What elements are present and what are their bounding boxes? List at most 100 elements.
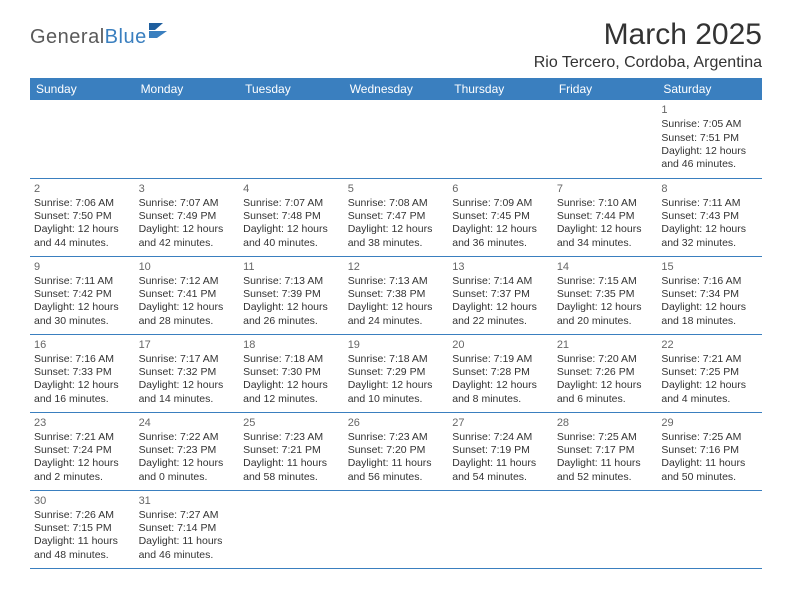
day-number: 24	[139, 416, 236, 430]
day-number: 28	[557, 416, 654, 430]
calendar-header-row: Sunday Monday Tuesday Wednesday Thursday…	[30, 78, 762, 100]
daylight-line: Daylight: 12 hours and 0 minutes.	[139, 457, 236, 484]
day-number: 25	[243, 416, 340, 430]
daylight-line: Daylight: 12 hours and 8 minutes.	[452, 379, 549, 406]
daylight-line: Daylight: 11 hours and 54 minutes.	[452, 457, 549, 484]
calendar-day-cell: 30Sunrise: 7:26 AMSunset: 7:15 PMDayligh…	[30, 490, 135, 568]
logo-text-dark: General	[30, 26, 105, 49]
sunrise-line: Sunrise: 7:09 AM	[452, 197, 549, 210]
calendar-table: Sunday Monday Tuesday Wednesday Thursday…	[30, 78, 762, 569]
sunset-line: Sunset: 7:19 PM	[452, 444, 549, 457]
location: Rio Tercero, Cordoba, Argentina	[534, 54, 762, 72]
daylight-line: Daylight: 12 hours and 10 minutes.	[348, 379, 445, 406]
sunset-line: Sunset: 7:48 PM	[243, 210, 340, 223]
daylight-line: Daylight: 12 hours and 6 minutes.	[557, 379, 654, 406]
calendar-day-cell	[553, 490, 658, 568]
sunrise-line: Sunrise: 7:05 AM	[661, 118, 758, 131]
sunset-line: Sunset: 7:28 PM	[452, 366, 549, 379]
sunset-line: Sunset: 7:44 PM	[557, 210, 654, 223]
calendar-day-cell: 12Sunrise: 7:13 AMSunset: 7:38 PMDayligh…	[344, 256, 449, 334]
calendar-week-row: 23Sunrise: 7:21 AMSunset: 7:24 PMDayligh…	[30, 412, 762, 490]
daylight-line: Daylight: 12 hours and 4 minutes.	[661, 379, 758, 406]
calendar-day-cell: 21Sunrise: 7:20 AMSunset: 7:26 PMDayligh…	[553, 334, 658, 412]
calendar-day-cell: 31Sunrise: 7:27 AMSunset: 7:14 PMDayligh…	[135, 490, 240, 568]
sunrise-line: Sunrise: 7:13 AM	[348, 275, 445, 288]
calendar-week-row: 16Sunrise: 7:16 AMSunset: 7:33 PMDayligh…	[30, 334, 762, 412]
sunrise-line: Sunrise: 7:18 AM	[243, 353, 340, 366]
calendar-day-cell: 22Sunrise: 7:21 AMSunset: 7:25 PMDayligh…	[657, 334, 762, 412]
calendar-week-row: 30Sunrise: 7:26 AMSunset: 7:15 PMDayligh…	[30, 490, 762, 568]
day-number: 7	[557, 182, 654, 196]
calendar-day-cell	[448, 490, 553, 568]
calendar-day-cell: 23Sunrise: 7:21 AMSunset: 7:24 PMDayligh…	[30, 412, 135, 490]
daylight-line: Daylight: 12 hours and 26 minutes.	[243, 301, 340, 328]
calendar-day-cell: 2Sunrise: 7:06 AMSunset: 7:50 PMDaylight…	[30, 178, 135, 256]
daylight-line: Daylight: 12 hours and 34 minutes.	[557, 223, 654, 250]
day-number: 10	[139, 260, 236, 274]
sunrise-line: Sunrise: 7:24 AM	[452, 431, 549, 444]
calendar-day-cell: 25Sunrise: 7:23 AMSunset: 7:21 PMDayligh…	[239, 412, 344, 490]
daylight-line: Daylight: 12 hours and 28 minutes.	[139, 301, 236, 328]
calendar-day-cell	[657, 490, 762, 568]
sunrise-line: Sunrise: 7:19 AM	[452, 353, 549, 366]
calendar-day-cell: 17Sunrise: 7:17 AMSunset: 7:32 PMDayligh…	[135, 334, 240, 412]
calendar-day-cell: 10Sunrise: 7:12 AMSunset: 7:41 PMDayligh…	[135, 256, 240, 334]
calendar-body: 1Sunrise: 7:05 AMSunset: 7:51 PMDaylight…	[30, 100, 762, 568]
sunset-line: Sunset: 7:41 PM	[139, 288, 236, 301]
day-number: 29	[661, 416, 758, 430]
sunset-line: Sunset: 7:34 PM	[661, 288, 758, 301]
calendar-day-cell	[553, 100, 658, 178]
calendar-day-cell: 8Sunrise: 7:11 AMSunset: 7:43 PMDaylight…	[657, 178, 762, 256]
calendar-day-cell: 26Sunrise: 7:23 AMSunset: 7:20 PMDayligh…	[344, 412, 449, 490]
sunset-line: Sunset: 7:29 PM	[348, 366, 445, 379]
flag-icon	[149, 23, 171, 46]
day-number: 5	[348, 182, 445, 196]
sunset-line: Sunset: 7:23 PM	[139, 444, 236, 457]
sunrise-line: Sunrise: 7:12 AM	[139, 275, 236, 288]
calendar-day-cell: 13Sunrise: 7:14 AMSunset: 7:37 PMDayligh…	[448, 256, 553, 334]
sunrise-line: Sunrise: 7:21 AM	[661, 353, 758, 366]
day-number: 16	[34, 338, 131, 352]
daylight-line: Daylight: 12 hours and 12 minutes.	[243, 379, 340, 406]
calendar-day-cell: 18Sunrise: 7:18 AMSunset: 7:30 PMDayligh…	[239, 334, 344, 412]
sunset-line: Sunset: 7:49 PM	[139, 210, 236, 223]
day-number: 21	[557, 338, 654, 352]
day-number: 30	[34, 494, 131, 508]
sunset-line: Sunset: 7:30 PM	[243, 366, 340, 379]
daylight-line: Daylight: 12 hours and 38 minutes.	[348, 223, 445, 250]
day-number: 9	[34, 260, 131, 274]
daylight-line: Daylight: 12 hours and 32 minutes.	[661, 223, 758, 250]
day-number: 4	[243, 182, 340, 196]
day-number: 22	[661, 338, 758, 352]
sunset-line: Sunset: 7:51 PM	[661, 132, 758, 145]
calendar-day-cell	[135, 100, 240, 178]
calendar-day-cell: 11Sunrise: 7:13 AMSunset: 7:39 PMDayligh…	[239, 256, 344, 334]
day-number: 19	[348, 338, 445, 352]
calendar-day-cell: 29Sunrise: 7:25 AMSunset: 7:16 PMDayligh…	[657, 412, 762, 490]
calendar-day-cell: 15Sunrise: 7:16 AMSunset: 7:34 PMDayligh…	[657, 256, 762, 334]
calendar-day-cell: 27Sunrise: 7:24 AMSunset: 7:19 PMDayligh…	[448, 412, 553, 490]
calendar-day-cell: 28Sunrise: 7:25 AMSunset: 7:17 PMDayligh…	[553, 412, 658, 490]
day-number: 8	[661, 182, 758, 196]
day-number: 15	[661, 260, 758, 274]
weekday-header: Wednesday	[344, 78, 449, 100]
calendar-week-row: 9Sunrise: 7:11 AMSunset: 7:42 PMDaylight…	[30, 256, 762, 334]
day-number: 14	[557, 260, 654, 274]
calendar-day-cell: 5Sunrise: 7:08 AMSunset: 7:47 PMDaylight…	[344, 178, 449, 256]
daylight-line: Daylight: 12 hours and 30 minutes.	[34, 301, 131, 328]
daylight-line: Daylight: 12 hours and 18 minutes.	[661, 301, 758, 328]
calendar-day-cell	[239, 100, 344, 178]
daylight-line: Daylight: 11 hours and 52 minutes.	[557, 457, 654, 484]
sunrise-line: Sunrise: 7:16 AM	[661, 275, 758, 288]
sunset-line: Sunset: 7:50 PM	[34, 210, 131, 223]
daylight-line: Daylight: 12 hours and 44 minutes.	[34, 223, 131, 250]
sunset-line: Sunset: 7:35 PM	[557, 288, 654, 301]
sunset-line: Sunset: 7:42 PM	[34, 288, 131, 301]
weekday-header: Friday	[553, 78, 658, 100]
sunset-line: Sunset: 7:47 PM	[348, 210, 445, 223]
sunrise-line: Sunrise: 7:15 AM	[557, 275, 654, 288]
sunrise-line: Sunrise: 7:08 AM	[348, 197, 445, 210]
day-number: 18	[243, 338, 340, 352]
sunrise-line: Sunrise: 7:11 AM	[661, 197, 758, 210]
daylight-line: Daylight: 12 hours and 36 minutes.	[452, 223, 549, 250]
